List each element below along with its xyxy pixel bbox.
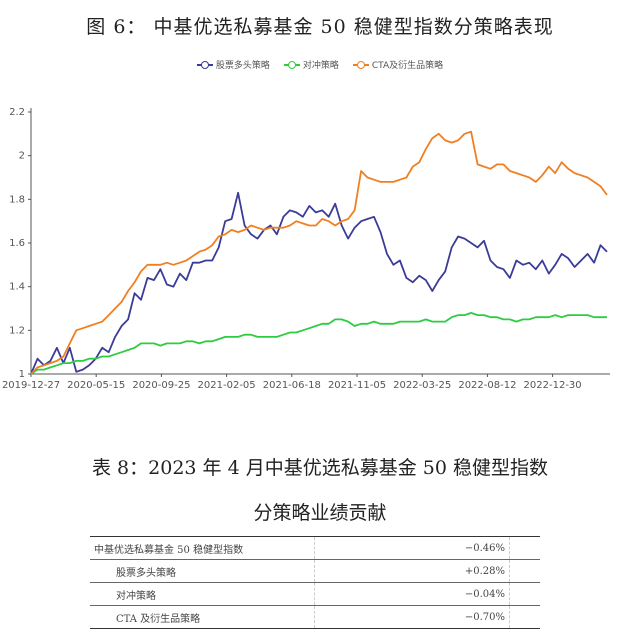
table-row: 股票多头策略 +0.28% — [90, 559, 540, 583]
legend-label: 股票多头策略 — [215, 61, 270, 71]
y-tick-label: 1 — [19, 369, 25, 380]
chart-series — [30, 130, 608, 375]
chart-legend: 股票多头策略 对冲策略 CTA及衍生品策略 — [0, 58, 640, 71]
x-tick-label: 2022-03-25 — [393, 380, 451, 391]
empty-cell — [509, 559, 540, 583]
y-tick-label: 1.6 — [9, 238, 25, 249]
y-tick-label: 2 — [19, 151, 25, 162]
y-tick-label: 1.4 — [9, 282, 25, 293]
y-tick-label: 2.2 — [9, 107, 25, 118]
contribution-value: −0.04% — [314, 582, 511, 606]
empty-cell — [509, 605, 540, 629]
line-chart: 11.21.41.61.822.2 2019-12-27 2020-05-15 20… — [2, 107, 610, 391]
x-tick-label: 2022-12-30 — [524, 380, 582, 391]
series-line-0[interactable] — [30, 191, 608, 375]
series-line-1[interactable] — [30, 311, 607, 375]
series-line-2[interactable] — [30, 130, 608, 375]
legend-label: 对冲策略 — [302, 61, 339, 71]
table-row: 对冲策略 −0.04% — [90, 582, 540, 606]
strategy-name: CTA 及衍生品策略 — [90, 605, 315, 629]
x-tick-label: 2022-08-12 — [458, 380, 516, 391]
x-tick-label: 2020-09-25 — [132, 380, 190, 391]
y-axis: 1 1.2 1.4 1.6 1.8 2 2.2 — [9, 107, 32, 380]
table-title-line1: 表 8：2023 年 4 月中基优选私募基金 50 稳健型指数 — [92, 457, 548, 479]
x-tick-label: 2021-02-05 — [198, 380, 256, 391]
x-axis: 2019-12-27 2020-05-15 2020-09-25 2021-02-05… — [2, 373, 610, 391]
x-tick-label: 2019-12-27 — [2, 380, 60, 391]
empty-cell — [509, 536, 540, 560]
strategy-name: 中基优选私募基金 50 稳健型指数 — [90, 536, 315, 560]
empty-cell — [509, 582, 540, 606]
legend-item-stock-long[interactable]: 股票多头策略 — [196, 58, 270, 71]
legend-item-hedge[interactable]: 对冲策略 — [283, 58, 339, 71]
table-row: CTA 及衍生品策略 −0.70% — [90, 605, 540, 629]
table-title-line2: 分策略业绩贡献 — [253, 502, 387, 524]
figure-title: 图 6： 中基优选私募基金 50 稳健型指数分策略表现 — [86, 16, 554, 38]
strategy-name: 股票多头策略 — [90, 559, 315, 583]
line-circle-marker-icon — [196, 60, 213, 70]
x-tick-label: 2021-06-18 — [263, 380, 321, 391]
y-tick-label: 1.2 — [9, 325, 25, 336]
contribution-value: −0.70% — [314, 605, 511, 629]
contribution-value: +0.28% — [314, 559, 511, 583]
strategy-name: 对冲策略 — [90, 582, 315, 606]
table-row: 中基优选私募基金 50 稳健型指数 −0.46% — [90, 536, 540, 560]
contribution-value: −0.46% — [314, 536, 511, 560]
x-tick-label: 2021-11-05 — [328, 380, 386, 391]
line-circle-marker-icon — [352, 60, 369, 70]
legend-item-cta[interactable]: CTA及衍生品策略 — [352, 58, 444, 71]
y-tick-label: 1.8 — [9, 194, 25, 205]
legend-label: CTA及衍生品策略 — [371, 61, 444, 71]
line-circle-marker-icon — [283, 60, 300, 70]
x-tick-label: 2020-05-15 — [67, 380, 125, 391]
contribution-table: 中基优选私募基金 50 稳健型指数 −0.46% 股票多头策略 +0.28% 对冲策略 −… — [90, 536, 540, 629]
